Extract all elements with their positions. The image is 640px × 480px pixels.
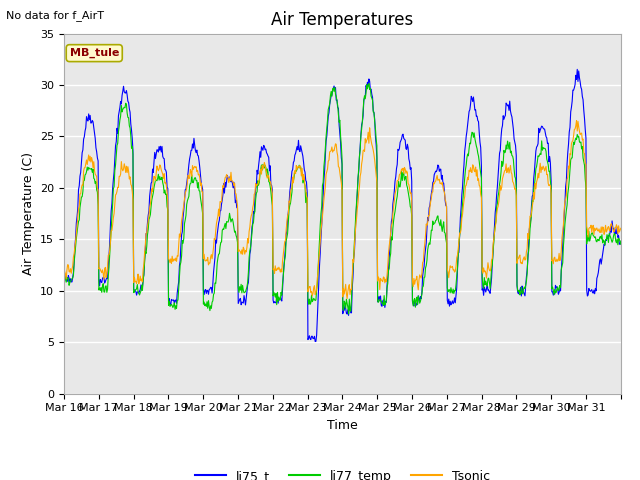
li77_temp: [60, 279, 68, 285]
li75_t: [573, 66, 581, 72]
li77_temp: [345, 311, 353, 317]
li77_temp: [276, 297, 284, 303]
Line: li77_temp: li77_temp: [64, 84, 621, 314]
li75_t: [276, 296, 284, 301]
li77_temp: [617, 241, 625, 247]
Tsonic: [255, 176, 263, 182]
li77_temp: [255, 180, 263, 185]
Legend: li75_t, li77_temp, Tsonic: li75_t, li77_temp, Tsonic: [189, 465, 495, 480]
li75_t: [125, 106, 133, 112]
li77_temp: [228, 217, 236, 223]
X-axis label: Time: Time: [327, 419, 358, 432]
Tsonic: [228, 178, 236, 183]
li75_t: [401, 136, 408, 142]
li75_t: [255, 157, 263, 163]
Tsonic: [276, 269, 284, 275]
Tsonic: [125, 176, 133, 182]
Line: li75_t: li75_t: [64, 69, 621, 341]
Tsonic: [60, 266, 68, 272]
li75_t: [228, 178, 236, 183]
Y-axis label: Air Temperature (C): Air Temperature (C): [22, 152, 35, 275]
Tsonic: [432, 178, 440, 184]
li75_t: [617, 239, 625, 244]
li77_temp: [401, 175, 409, 181]
li77_temp: [125, 123, 133, 129]
li75_t: [60, 276, 68, 282]
Line: Tsonic: Tsonic: [64, 120, 621, 299]
li75_t: [311, 338, 319, 344]
Title: Air Temperatures: Air Temperatures: [271, 11, 413, 29]
Tsonic: [343, 296, 351, 301]
li75_t: [432, 168, 440, 174]
Tsonic: [401, 165, 408, 170]
Tsonic: [617, 226, 625, 231]
Tsonic: [573, 118, 580, 123]
li77_temp: [365, 81, 372, 86]
Text: MB_tule: MB_tule: [70, 48, 119, 58]
li77_temp: [433, 217, 440, 223]
Text: No data for f_AirT: No data for f_AirT: [6, 10, 104, 21]
